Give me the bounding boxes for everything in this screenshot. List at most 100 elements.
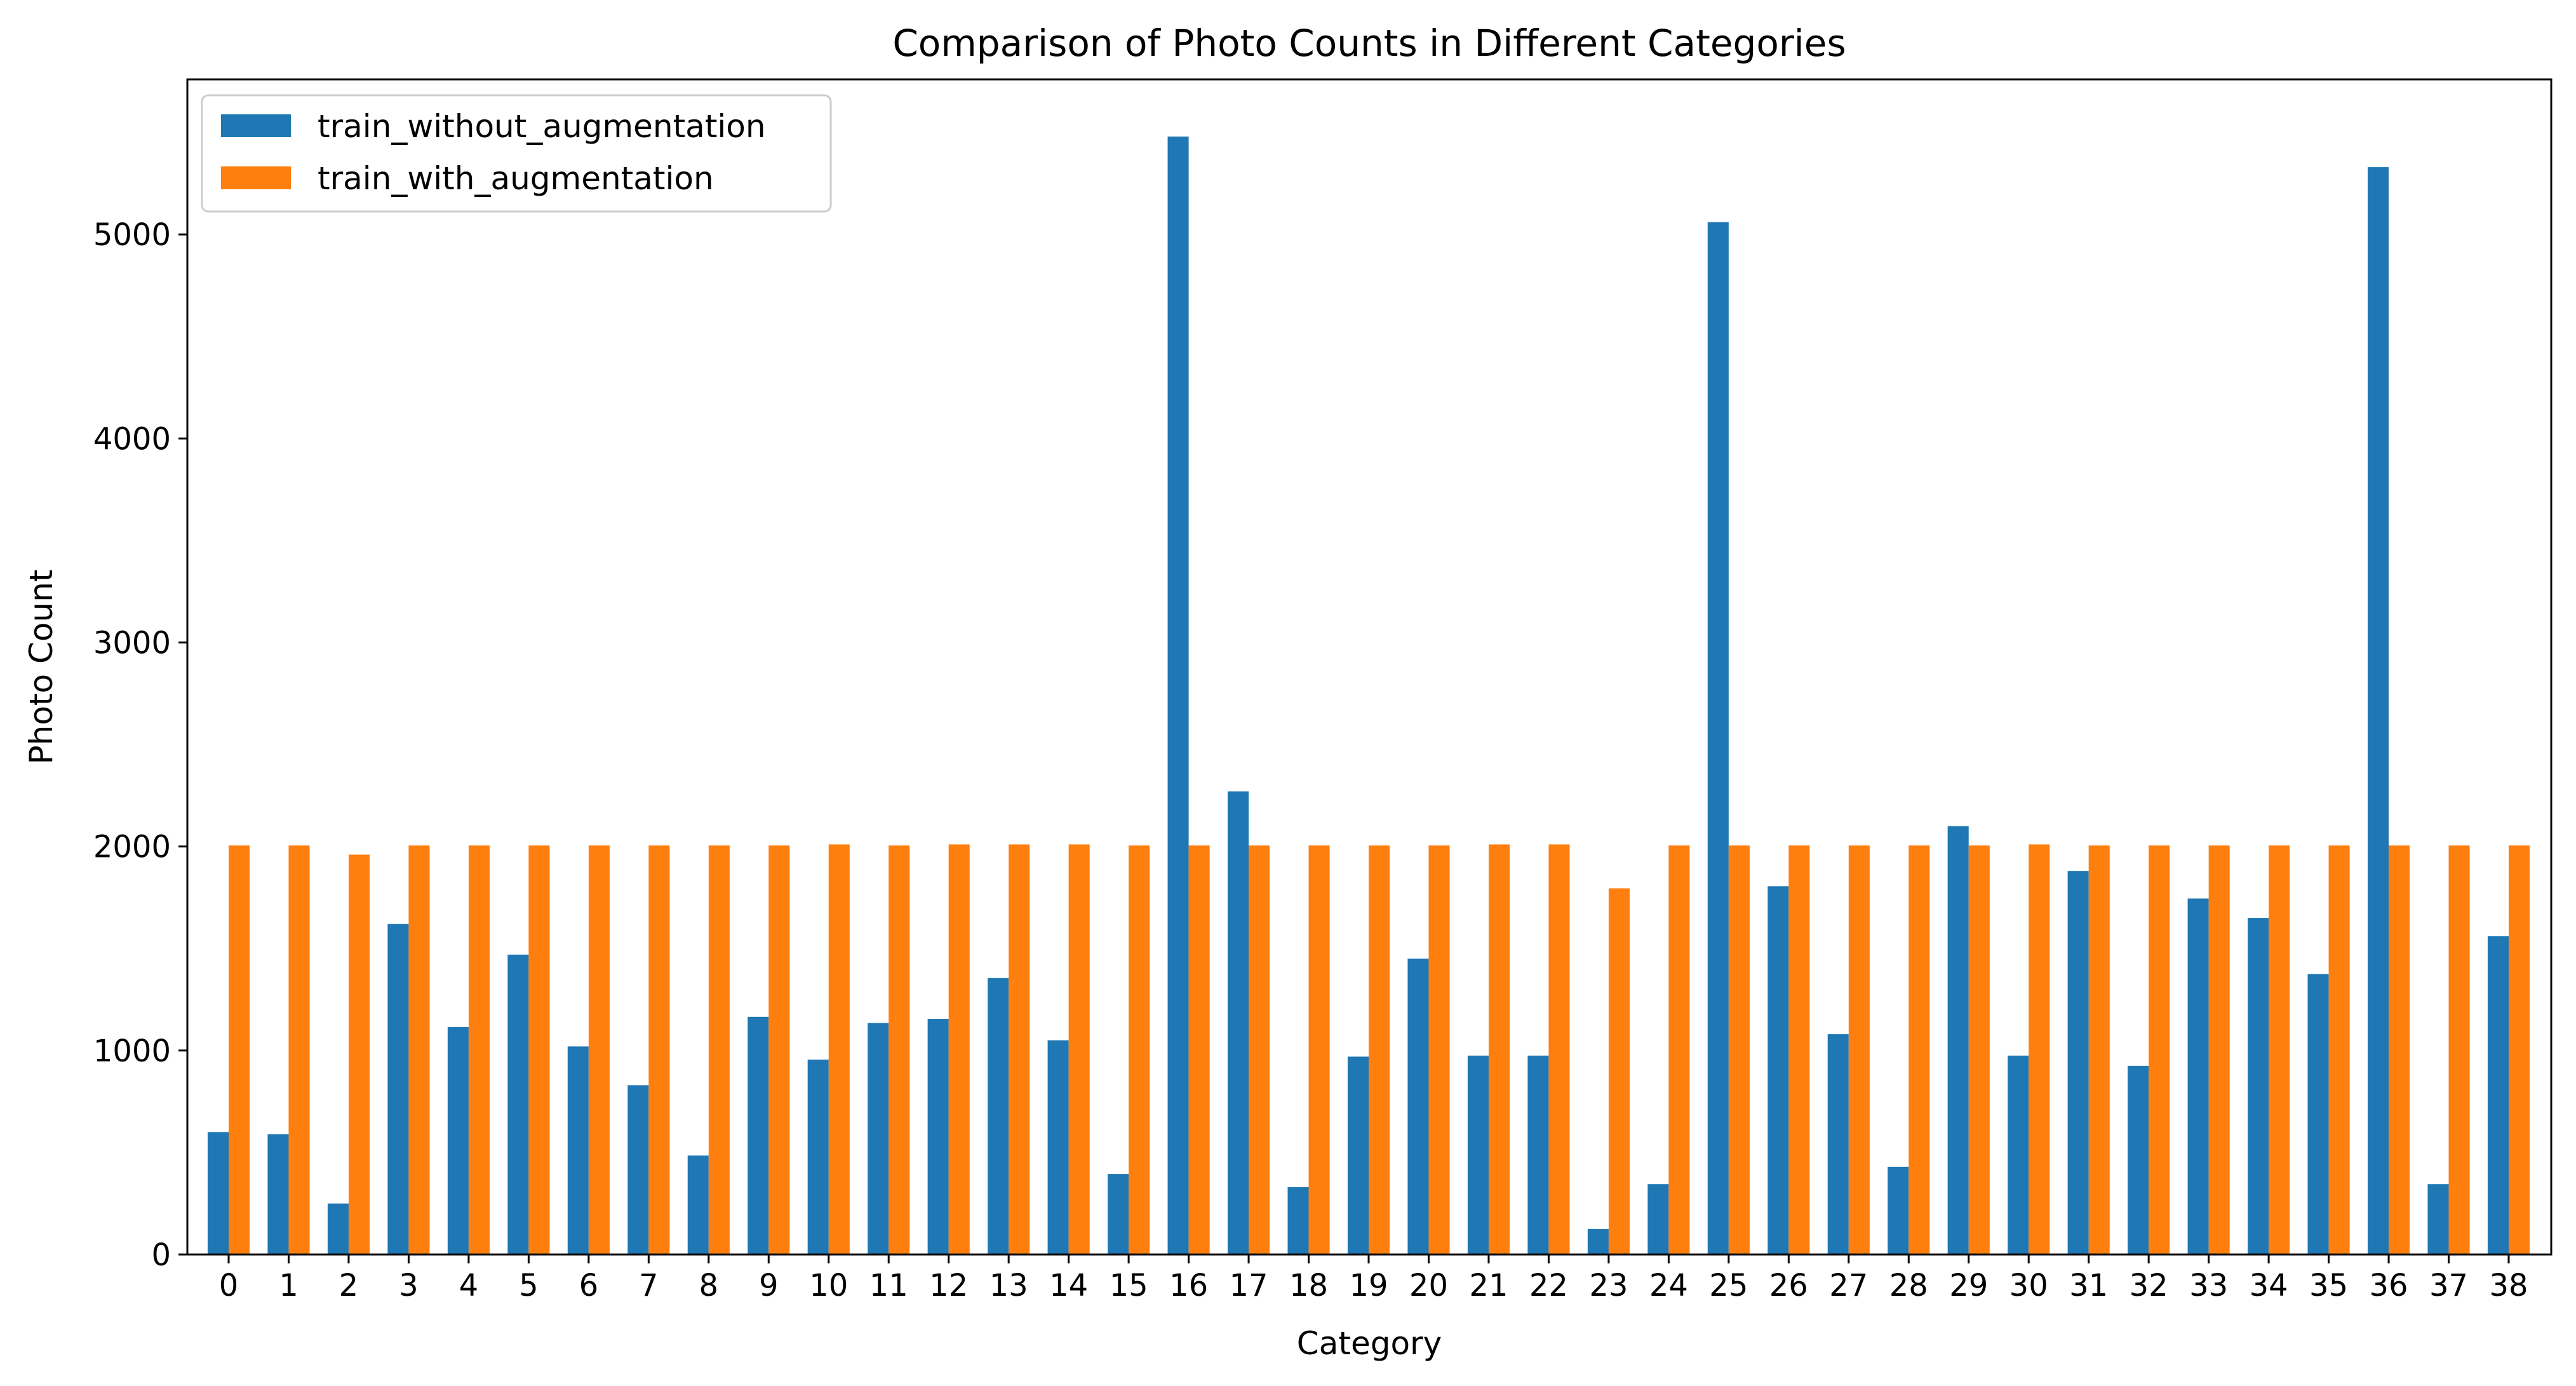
bar-series1-category-5	[528, 845, 550, 1255]
bar-series0-category-26	[1768, 886, 1789, 1255]
bar-series0-category-21	[1467, 1055, 1489, 1255]
legend-swatch-with-augmentation	[221, 166, 291, 189]
bar-series1-category-29	[1968, 845, 1990, 1255]
bar-series1-category-23	[1608, 888, 1630, 1255]
x-tick-label-6: 6	[579, 1268, 599, 1303]
bar-series1-category-11	[889, 845, 910, 1255]
bar-series1-category-15	[1129, 845, 1150, 1255]
x-tick-label-2: 2	[339, 1268, 359, 1303]
bar-series0-category-18	[1287, 1187, 1309, 1255]
bar-series1-category-34	[2269, 845, 2290, 1255]
bar-series1-category-4	[468, 845, 490, 1255]
x-tick-label-33: 33	[2189, 1268, 2228, 1303]
legend-label-without-augmentation: train_without_augmentation	[318, 108, 766, 145]
y-tick-label-5000: 5000	[93, 217, 171, 253]
bar-series0-category-3	[387, 924, 409, 1255]
bar-series0-category-20	[1407, 959, 1429, 1255]
plot-frame	[186, 78, 2553, 1256]
x-tick-label-24: 24	[1649, 1268, 1688, 1303]
bar-series0-category-9	[748, 1016, 769, 1255]
legend-box	[201, 94, 832, 213]
legend-swatch-without-augmentation	[221, 114, 291, 137]
x-tick-label-5: 5	[519, 1268, 539, 1303]
legend: train_without_augmentation train_with_au…	[201, 94, 832, 213]
x-tick-label-18: 18	[1289, 1268, 1328, 1303]
bar-series0-category-23	[1587, 1228, 1609, 1255]
bar-series1-category-31	[2088, 845, 2110, 1255]
x-tick-label-30: 30	[2009, 1268, 2048, 1303]
bar-series1-category-22	[1548, 844, 1570, 1255]
bar-series1-category-8	[708, 845, 730, 1255]
x-tick-label-12: 12	[929, 1268, 968, 1303]
x-tick-label-11: 11	[869, 1268, 908, 1303]
bar-series1-category-7	[648, 845, 670, 1255]
x-tick-label-29: 29	[1949, 1268, 1988, 1303]
bar-series0-category-15	[1108, 1174, 1129, 1255]
bar-series0-category-11	[868, 1023, 889, 1255]
bar-series0-category-6	[567, 1046, 589, 1255]
bar-series0-category-30	[2008, 1055, 2029, 1255]
x-tick-label-36: 36	[2370, 1268, 2408, 1303]
bar-series1-category-21	[1488, 844, 1510, 1255]
bar-series0-category-14	[1047, 1040, 1069, 1255]
bar-series1-category-2	[348, 854, 370, 1255]
bar-series0-category-25	[1707, 222, 1729, 1255]
bar-series1-category-0	[229, 845, 250, 1255]
bar-series1-category-36	[2389, 845, 2410, 1255]
x-tick-label-14: 14	[1049, 1268, 1088, 1303]
bar-series1-category-27	[1848, 845, 1870, 1255]
bar-series0-category-5	[507, 954, 529, 1255]
x-tick-label-38: 38	[2489, 1268, 2528, 1303]
x-tick-label-16: 16	[1169, 1268, 1208, 1303]
bar-series0-category-31	[2067, 871, 2089, 1255]
x-axis-label: Category	[1297, 1325, 1442, 1362]
y-tick-label-3000: 3000	[93, 625, 171, 661]
bar-series0-category-34	[2248, 918, 2269, 1255]
bar-series1-category-9	[768, 845, 790, 1255]
bar-series1-category-14	[1068, 844, 1090, 1255]
x-tick-label-1: 1	[279, 1268, 299, 1303]
x-tick-label-3: 3	[399, 1268, 419, 1303]
bar-series1-category-26	[1788, 845, 1810, 1255]
bar-series0-category-1	[267, 1134, 289, 1255]
x-tick-label-17: 17	[1230, 1268, 1268, 1303]
bar-series0-category-13	[988, 978, 1009, 1255]
bar-series0-category-24	[1647, 1184, 1669, 1255]
bar-series1-category-35	[2328, 845, 2350, 1255]
x-ticks: 0 1 2 3 4 5 6 7 8 9 10 11 12 13 14 15 16 17 18 19 20 21 22 23 24…	[219, 1255, 2528, 1303]
x-tick-label-19: 19	[1349, 1268, 1388, 1303]
bar-series0-category-38	[2487, 936, 2509, 1255]
x-tick-label-20: 20	[1409, 1268, 1448, 1303]
x-tick-label-0: 0	[219, 1268, 239, 1303]
x-tick-label-4: 4	[459, 1268, 479, 1303]
bar-series1-category-20	[1428, 845, 1450, 1255]
x-tick-label-26: 26	[1769, 1268, 1808, 1303]
x-tick-label-25: 25	[1709, 1268, 1748, 1303]
x-tick-label-13: 13	[989, 1268, 1028, 1303]
bar-series1-category-16	[1188, 845, 1210, 1255]
x-tick-label-9: 9	[759, 1268, 779, 1303]
y-ticks: 0 1000 2000 3000 4000 5000	[93, 217, 187, 1273]
x-tick-label-35: 35	[2309, 1268, 2348, 1303]
bar-series1-category-37	[2448, 845, 2470, 1255]
x-tick-label-34: 34	[2250, 1268, 2288, 1303]
chart-title: Comparison of Photo Counts in Different …	[892, 22, 1846, 65]
y-axis-label: Photo Count	[23, 569, 60, 764]
bar-series1-category-25	[1728, 845, 1750, 1255]
x-tick-label-15: 15	[1110, 1268, 1148, 1303]
bars-layer	[207, 136, 2530, 1255]
bar-series1-category-3	[408, 845, 430, 1255]
x-tick-label-7: 7	[639, 1268, 659, 1303]
bar-series1-category-33	[2208, 845, 2230, 1255]
x-tick-label-32: 32	[2130, 1268, 2168, 1303]
bar-series0-category-8	[687, 1155, 709, 1255]
bar-series0-category-10	[807, 1060, 829, 1255]
x-tick-label-22: 22	[1529, 1268, 1568, 1303]
bar-series0-category-35	[2307, 974, 2329, 1255]
bar-series0-category-12	[927, 1019, 949, 1255]
x-tick-label-21: 21	[1469, 1268, 1508, 1303]
bar-series0-category-37	[2427, 1184, 2449, 1255]
bar-series1-category-10	[828, 844, 850, 1255]
bar-series0-category-2	[327, 1203, 349, 1255]
bar-series0-category-32	[2128, 1065, 2149, 1255]
